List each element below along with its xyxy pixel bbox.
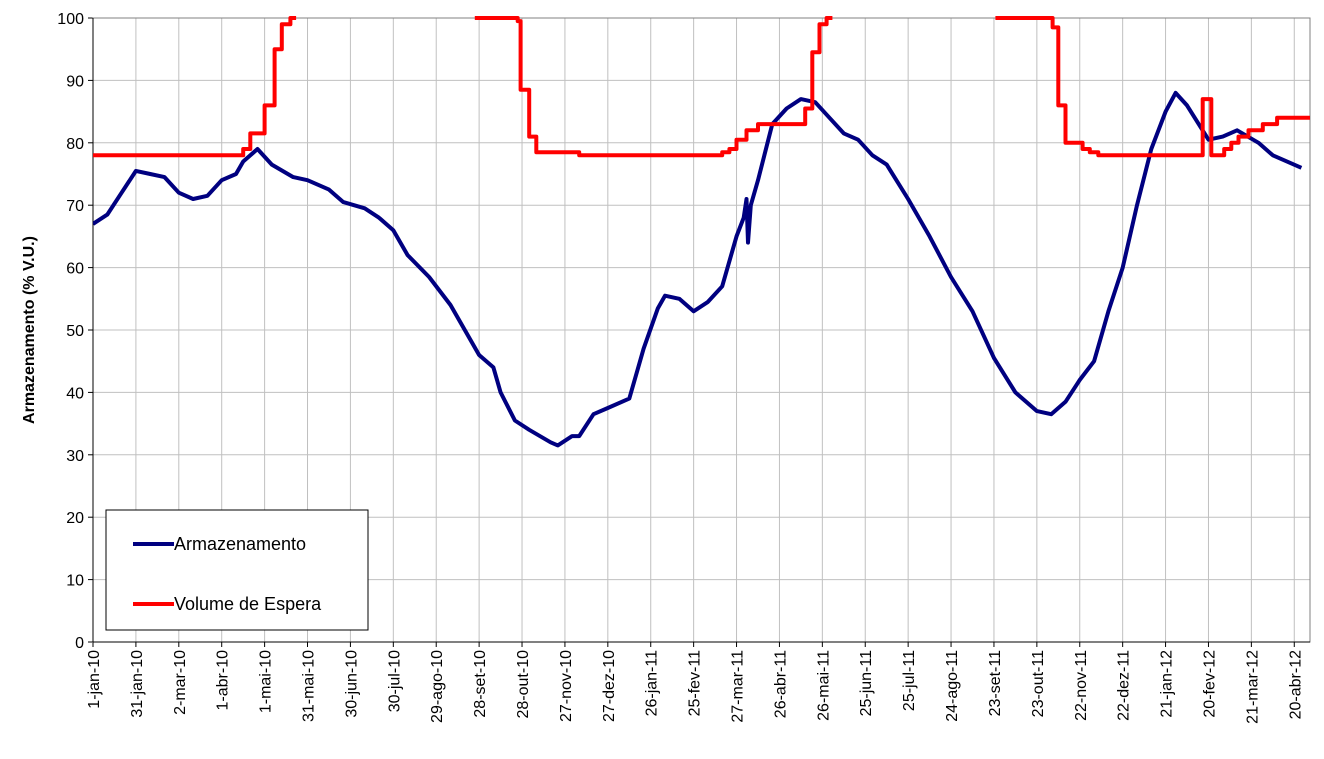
x-tick-label: 26-abr-11 <box>772 650 789 718</box>
x-tick-label: 27-dez-10 <box>601 650 618 722</box>
x-tick-label: 2-mar-10 <box>172 650 189 715</box>
x-tick-label: 20-abr-12 <box>1287 650 1304 719</box>
series-line <box>93 16 1310 158</box>
x-tick-label: 28-out-10 <box>515 650 532 719</box>
x-tick-label: 25-jun-11 <box>858 650 875 717</box>
x-tick-label: 23-out-11 <box>1030 650 1047 717</box>
y-tick-label: 30 <box>66 448 84 465</box>
x-tick-label: 26-jan-11 <box>644 650 661 717</box>
y-tick-label: 60 <box>66 261 84 278</box>
x-tick-label: 27-mar-11 <box>730 650 747 723</box>
x-tick-label: 31-mai-10 <box>301 650 318 722</box>
x-tick-label: 28-set-10 <box>472 650 489 718</box>
x-tick-label: 22-dez-11 <box>1116 650 1133 721</box>
y-axis-title: Armazenamento (% V.U.) <box>21 236 38 424</box>
y-tick-label: 0 <box>75 635 84 652</box>
y-tick-label: 40 <box>66 385 84 402</box>
x-tick-label: 21-jan-12 <box>1159 650 1176 718</box>
x-tick-label: 25-jul-11 <box>901 650 918 711</box>
x-tick-label: 31-jan-10 <box>129 650 146 718</box>
x-tick-label: 22-nov-11 <box>1073 650 1090 721</box>
x-tick-label: 30-jul-10 <box>386 650 403 712</box>
x-tick-label: 27-nov-10 <box>558 650 575 722</box>
legend-label: Volume de Espera <box>174 594 322 614</box>
x-tick-label: 1-jan-10 <box>86 650 103 709</box>
y-tick-label: 70 <box>66 198 84 215</box>
y-tick-label: 80 <box>66 136 84 153</box>
legend-label: Armazenamento <box>174 534 306 554</box>
x-tick-label: 26-mai-11 <box>815 650 832 721</box>
x-tick-label: 1-mai-10 <box>258 650 275 713</box>
y-tick-label: 50 <box>66 323 84 340</box>
x-tick-label: 23-set-11 <box>987 650 1004 717</box>
y-tick-label: 10 <box>66 573 84 590</box>
y-tick-label: 90 <box>66 73 84 90</box>
y-tick-label: 100 <box>57 11 84 28</box>
x-tick-label: 1-abr-10 <box>215 650 232 711</box>
x-tick-label: 20-fev-12 <box>1201 650 1218 718</box>
x-tick-label: 30-jun-10 <box>343 650 360 718</box>
x-tick-label: 29-ago-10 <box>429 650 446 723</box>
legend-box <box>105 509 369 631</box>
x-tick-label: 21-mar-12 <box>1244 650 1261 724</box>
series-line <box>93 90 1303 448</box>
x-tick-label: 25-fev-11 <box>687 650 704 717</box>
y-tick-label: 20 <box>66 510 84 527</box>
x-tick-label: 24-ago-11 <box>944 650 961 722</box>
